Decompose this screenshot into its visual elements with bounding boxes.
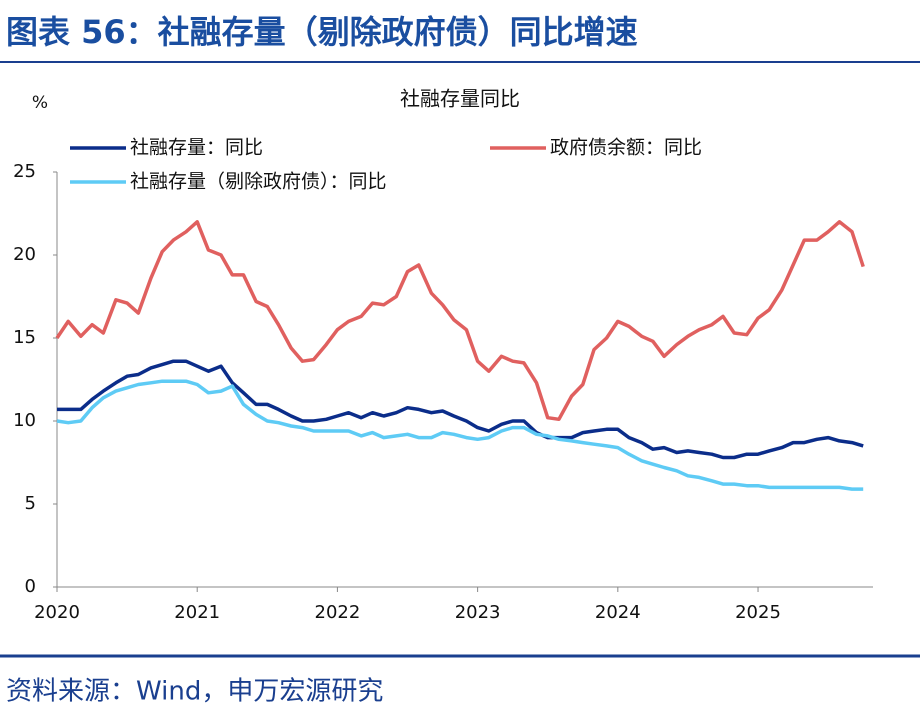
series-line — [55, 220, 865, 422]
x-tick-label: 2021 — [174, 602, 220, 623]
y-tick-label: 15 — [13, 327, 36, 348]
y-tick-label: 0 — [25, 576, 36, 597]
y-unit: % — [32, 93, 48, 113]
series-line — [56, 379, 864, 491]
y-tick-label: 10 — [13, 410, 36, 431]
legend-label: 政府债余额：同比 — [550, 137, 702, 159]
legend-label: 社融存量：同比 — [130, 137, 263, 159]
y-tick-label: 20 — [13, 244, 36, 265]
header-title: 图表 56：社融存量（剔除政府债）同比增速 — [6, 13, 638, 51]
legend-label: 社融存量（剔除政府债）：同比 — [130, 171, 387, 193]
y-tick-label: 5 — [25, 493, 36, 514]
series-line — [57, 359, 864, 460]
x-tick-label: 2025 — [735, 602, 781, 623]
footer-source: 资料来源：Wind，申万宏源研究 — [6, 677, 383, 707]
x-tick-label: 2024 — [595, 602, 641, 623]
chart-title: 社融存量同比 — [400, 87, 520, 111]
x-tick-label: 2020 — [34, 602, 80, 623]
y-tick-label: 25 — [13, 161, 36, 182]
x-tick-label: 2023 — [455, 602, 501, 623]
x-tick-label: 2022 — [315, 602, 361, 623]
